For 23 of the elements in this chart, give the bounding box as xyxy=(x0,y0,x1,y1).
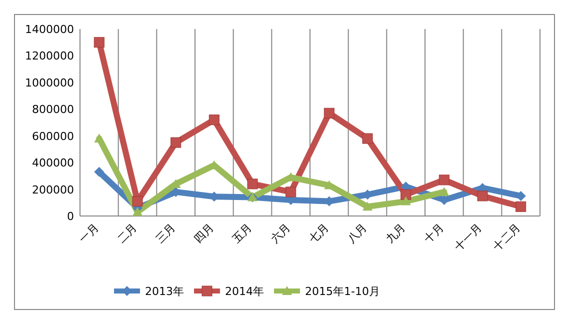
legend-label: 2013年 xyxy=(145,285,184,298)
legend-label: 2015年1-10月 xyxy=(305,285,380,298)
y-tick-label: 1400000 xyxy=(25,23,74,36)
y-tick-label: 1000000 xyxy=(25,76,74,90)
x-tick-label: 一月 xyxy=(76,220,102,246)
x-tick-label: 十一月 xyxy=(452,220,485,254)
x-tick-label: 四月 xyxy=(192,220,216,246)
y-tick-label: 1200000 xyxy=(25,50,74,63)
y-tick-label: 800000 xyxy=(32,103,74,116)
y-tick-label: 0 xyxy=(67,210,74,223)
y-tick-label: 400000 xyxy=(32,156,74,170)
x-tick-label: 十二月 xyxy=(490,220,523,254)
x-tick-label: 六月 xyxy=(268,220,293,246)
x-tick-label: 三月 xyxy=(153,220,178,246)
x-tick-label: 二月 xyxy=(114,220,140,246)
x-tick-label: 八月 xyxy=(344,220,370,246)
x-tick-label: 七月 xyxy=(306,220,332,246)
x-tick-label: 九月 xyxy=(383,220,408,246)
x-tick-label: 十月 xyxy=(422,220,446,246)
y-tick-label: 200000 xyxy=(32,183,74,196)
y-tick-label: 600000 xyxy=(32,130,74,143)
legend-label: 2014年 xyxy=(225,285,264,298)
x-tick-label: 五月 xyxy=(230,220,255,246)
